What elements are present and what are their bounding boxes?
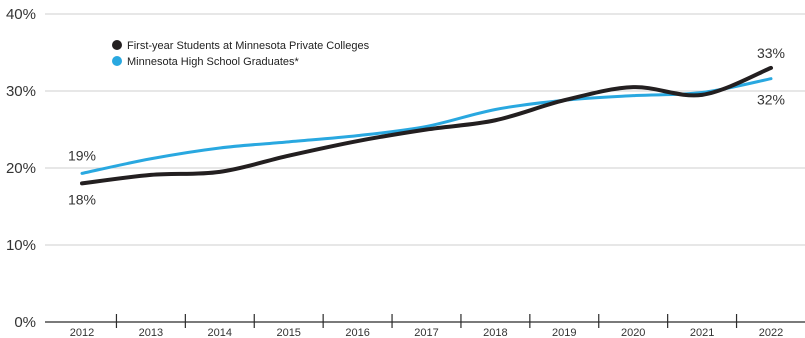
x-tick-label: 2021 bbox=[690, 327, 714, 338]
x-tick-label: 2016 bbox=[345, 327, 369, 338]
x-tick-label: 2018 bbox=[483, 327, 507, 338]
end-label-private-colleges: 33% bbox=[757, 45, 785, 61]
x-tick-label: 2017 bbox=[414, 327, 438, 338]
x-tick-label: 2022 bbox=[759, 327, 783, 338]
series-layer bbox=[80, 65, 773, 186]
y-tick-label: 0% bbox=[14, 314, 36, 331]
grid-layer bbox=[45, 13, 805, 323]
x-tick-label: 2015 bbox=[276, 327, 300, 338]
y-tick-label: 20% bbox=[6, 160, 36, 177]
end-label-hs-graduates: 32% bbox=[757, 92, 785, 108]
x-tick-label: 2014 bbox=[208, 327, 232, 338]
x-tick-label: 2019 bbox=[552, 327, 576, 338]
y-tick-label: 30% bbox=[6, 83, 36, 100]
data-labels: 19% 18% 33% 32% bbox=[68, 45, 785, 207]
y-tick-label: 10% bbox=[6, 237, 36, 254]
start-label-private-colleges: 18% bbox=[68, 191, 96, 207]
series-line-private-colleges bbox=[80, 65, 773, 186]
y-axis: 0% 10% 20% 30% 40% bbox=[6, 6, 36, 331]
start-label-hs-graduates: 19% bbox=[68, 147, 96, 163]
x-axis: 2012 2013 2014 2015 2016 2017 2018 2019 2020 2021… bbox=[70, 314, 783, 338]
legend-marker-private-colleges bbox=[112, 40, 122, 50]
legend-marker-hs-graduates bbox=[112, 56, 122, 66]
legend-label-private-colleges: First-year Students at Minnesota Private… bbox=[127, 40, 370, 52]
x-tick-label: 2013 bbox=[139, 327, 163, 338]
x-tick-label: 2020 bbox=[621, 327, 645, 338]
y-tick-label: 40% bbox=[6, 6, 36, 23]
x-tick-label: 2012 bbox=[70, 327, 94, 338]
legend-label-hs-graduates: Minnesota High School Graduates* bbox=[127, 56, 300, 68]
series-line-hs-graduates bbox=[80, 77, 773, 175]
legend: First-year Students at Minnesota Private… bbox=[112, 40, 370, 68]
